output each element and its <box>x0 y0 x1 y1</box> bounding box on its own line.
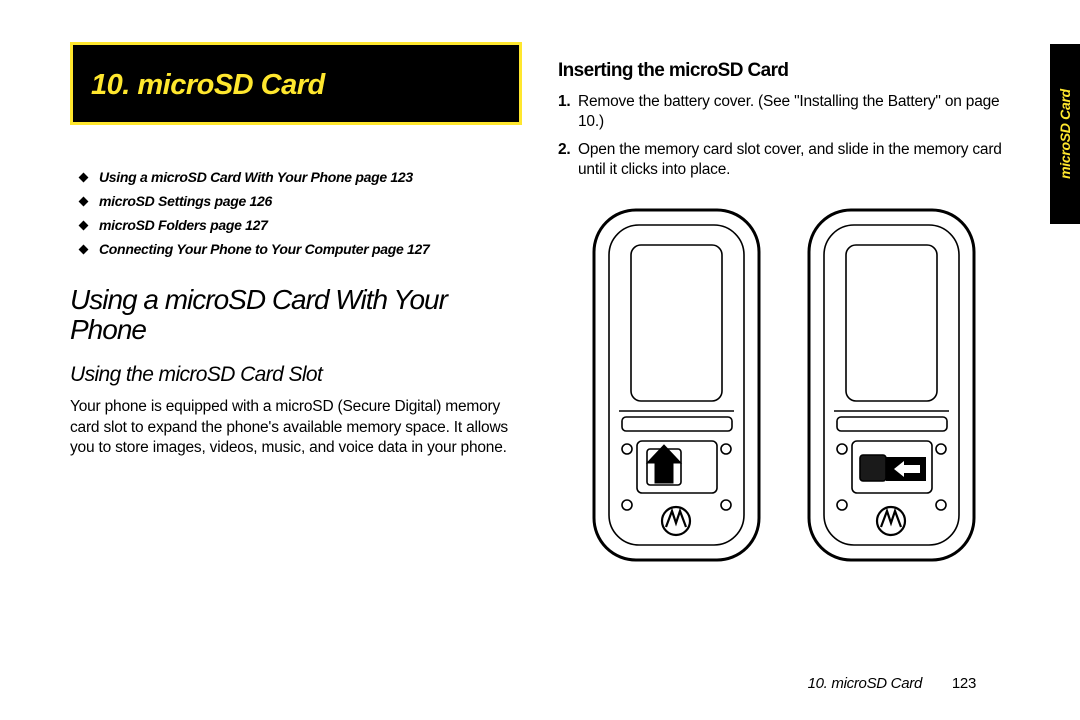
instruction-list: Remove the battery cover. (See "Installi… <box>558 92 1010 181</box>
toc-item: microSD Folders page 127 <box>80 217 522 233</box>
thumb-index-label: microSD Card <box>1057 89 1073 179</box>
toc-item: Connecting Your Phone to Your Computer p… <box>80 241 522 257</box>
section-heading-1: Using a microSD Card With Your Phone <box>70 285 522 345</box>
thumb-index-tab: microSD Card <box>1050 44 1080 224</box>
table-of-contents: Using a microSD Card With Your Phone pag… <box>80 169 522 257</box>
body-paragraph: Your phone is equipped with a microSD (S… <box>70 397 522 457</box>
instruction-step: Remove the battery cover. (See "Installi… <box>558 92 1010 132</box>
instruction-step: Open the memory card slot cover, and sli… <box>558 140 1010 180</box>
toc-item: microSD Settings page 126 <box>80 193 522 209</box>
phone-diagram-card-insert <box>804 205 979 565</box>
page-footer: 10. microSD Card 123 <box>808 675 976 692</box>
subsection-heading: Inserting the microSD Card <box>558 60 1010 82</box>
footer-chapter-label: 10. microSD Card <box>808 675 922 692</box>
toc-item: Using a microSD Card With Your Phone pag… <box>80 169 522 185</box>
section-heading-2: Using the microSD Card Slot <box>70 363 522 387</box>
footer-page-number: 123 <box>952 675 976 692</box>
chapter-title: 10. microSD Card <box>91 69 501 102</box>
chapter-heading-box: 10. microSD Card <box>70 42 522 125</box>
phone-diagram-cover-closed <box>589 205 764 565</box>
figure-group <box>558 205 1010 565</box>
